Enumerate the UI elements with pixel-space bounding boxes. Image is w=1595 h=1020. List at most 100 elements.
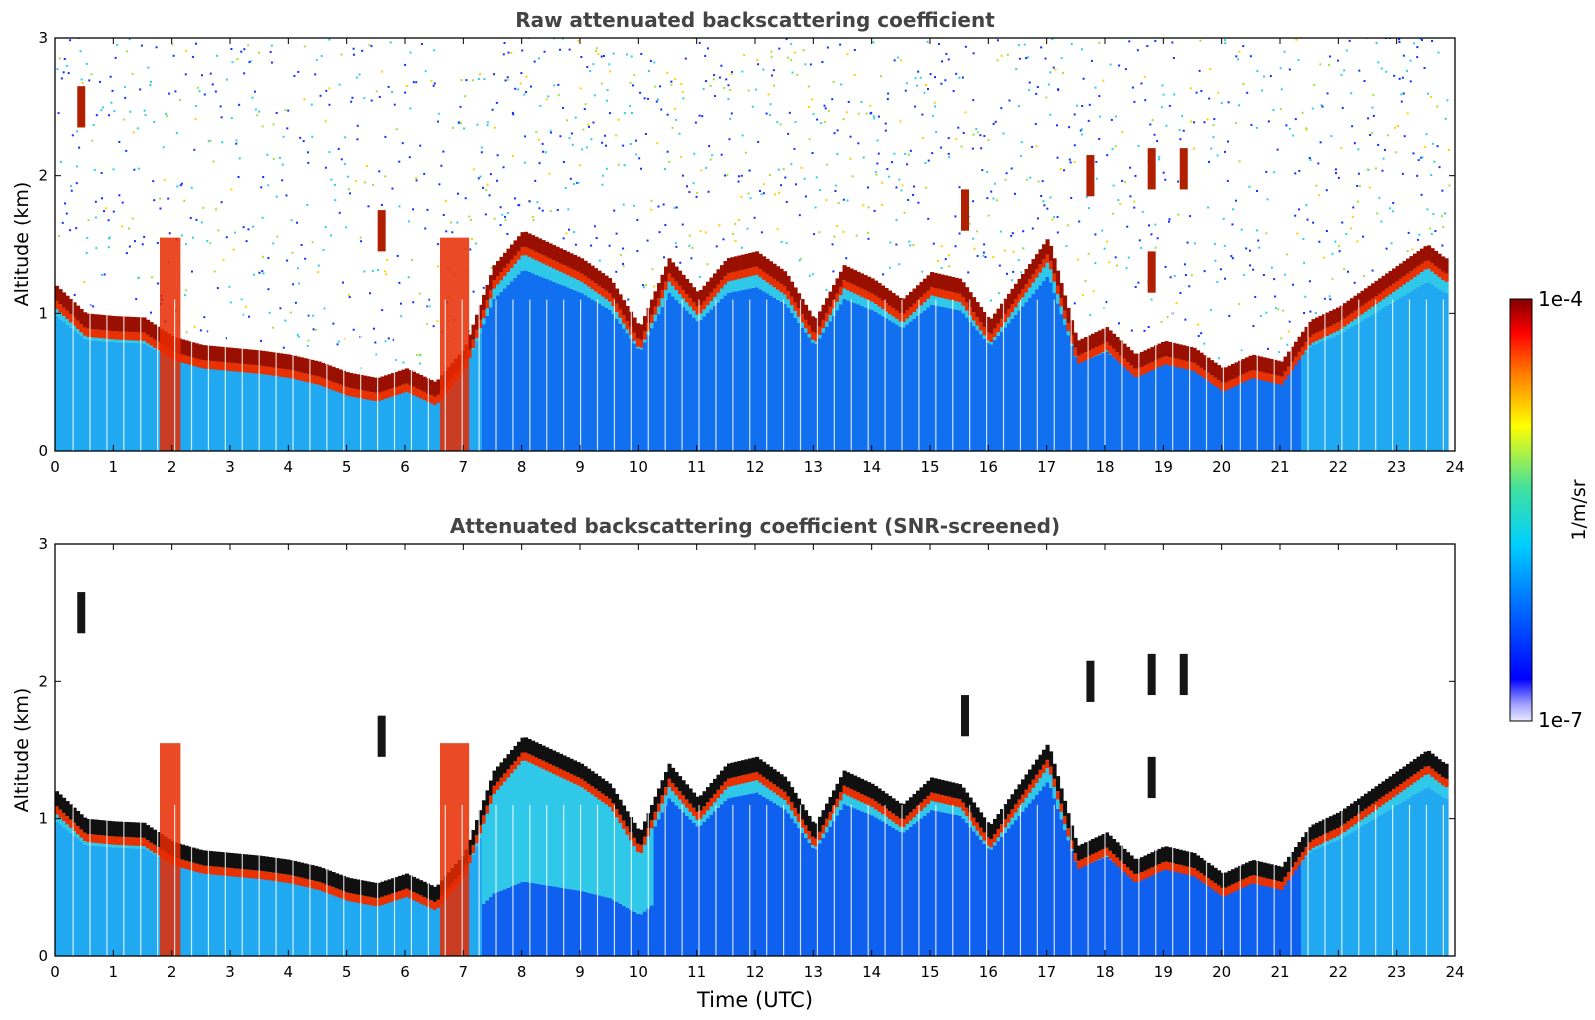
aerosol-column bbox=[1080, 361, 1085, 451]
cloud-layer-cell bbox=[1329, 310, 1334, 326]
aerosol-column-upper bbox=[566, 264, 571, 288]
aerosol-column-upper bbox=[727, 270, 732, 293]
cloud-layer-cell bbox=[1049, 751, 1054, 767]
aerosol-column bbox=[1140, 372, 1145, 451]
noise-pixel bbox=[1133, 206, 1136, 209]
noise-pixel bbox=[1117, 199, 1120, 202]
aerosol-column bbox=[993, 845, 998, 956]
noise-pixel bbox=[976, 254, 979, 257]
cloud-layer-cell bbox=[1420, 248, 1425, 264]
cloud-layer-edge bbox=[1112, 348, 1117, 358]
aerosol-column bbox=[1196, 371, 1201, 451]
aerosol-column bbox=[475, 846, 480, 956]
noise-pixel bbox=[428, 305, 431, 308]
noise-pixel bbox=[757, 63, 760, 66]
aerosol-column bbox=[744, 289, 749, 451]
cloud-layer-edge bbox=[989, 838, 994, 848]
cloud-layer-cell bbox=[1413, 253, 1418, 269]
cloud-layer-cell bbox=[286, 354, 291, 370]
noise-pixel bbox=[520, 72, 523, 75]
aerosol-column bbox=[650, 328, 655, 451]
noise-pixel bbox=[57, 112, 60, 115]
noise-pixel bbox=[1252, 325, 1255, 328]
cloud-layer-cell bbox=[919, 787, 924, 803]
cloud-layer-cell bbox=[244, 854, 249, 870]
noise-pixel bbox=[206, 330, 209, 333]
noise-pixel bbox=[1103, 247, 1106, 250]
aerosol-column bbox=[1098, 354, 1103, 451]
cloud-layer-cell bbox=[779, 268, 784, 284]
aerosol-column bbox=[1437, 289, 1442, 451]
noise-pixel bbox=[1311, 107, 1314, 110]
noise-pixel bbox=[1348, 39, 1351, 42]
cloud-layer-cell bbox=[1091, 333, 1096, 349]
cloud-layer-edge bbox=[891, 813, 896, 822]
cloud-layer-edge bbox=[1273, 880, 1278, 889]
elevated-cloud-patch bbox=[77, 86, 86, 128]
aerosol-column bbox=[97, 846, 102, 956]
noise-pixel bbox=[617, 118, 620, 121]
aerosol-column bbox=[492, 298, 497, 451]
cloud-layer-edge bbox=[972, 817, 977, 826]
cloud-layer-edge bbox=[286, 369, 291, 378]
noise-pixel bbox=[1000, 107, 1003, 110]
cloud-layer-edge bbox=[653, 306, 658, 315]
noise-pixel bbox=[1073, 160, 1076, 163]
x-tick-label: 24 bbox=[1445, 458, 1464, 476]
aerosol-column bbox=[373, 899, 378, 956]
noise-pixel bbox=[1070, 43, 1073, 46]
aerosol-column bbox=[1262, 377, 1267, 451]
cloud-layer-cell bbox=[76, 810, 81, 827]
noise-pixel bbox=[459, 105, 462, 108]
missing-profile-line bbox=[1104, 299, 1106, 451]
missing-profile-line bbox=[766, 299, 768, 451]
cloud-layer-edge bbox=[408, 890, 413, 899]
missing-profile-line bbox=[867, 299, 869, 451]
cloud-layer-cell bbox=[622, 805, 627, 821]
noise-pixel bbox=[664, 224, 667, 227]
cloud-layer-edge bbox=[1161, 357, 1166, 366]
noise-pixel bbox=[404, 63, 407, 66]
aerosol-column bbox=[352, 391, 357, 451]
cloud-layer-edge bbox=[258, 870, 263, 879]
noise-pixel bbox=[962, 131, 965, 134]
noise-pixel bbox=[386, 259, 389, 262]
noise-pixel bbox=[1097, 26, 1099, 28]
cloud-layer-cell bbox=[1248, 860, 1253, 877]
cloud-layer-edge bbox=[1367, 300, 1372, 310]
aerosol-column-upper bbox=[569, 771, 574, 890]
aerosol-column bbox=[1388, 303, 1393, 451]
noise-pixel bbox=[904, 152, 907, 155]
noise-pixel bbox=[517, 88, 520, 91]
cloud-layer-edge bbox=[1077, 860, 1082, 869]
cloud-layer-cell bbox=[534, 236, 539, 252]
noise-pixel bbox=[1297, 59, 1300, 62]
cloud-layer-cell bbox=[373, 377, 378, 393]
aerosol-column bbox=[818, 338, 823, 451]
noise-pixel bbox=[780, 184, 783, 187]
cloud-layer-cell bbox=[986, 316, 991, 333]
cloud-layer-cell bbox=[968, 797, 973, 813]
cloud-layer-cell bbox=[1280, 866, 1285, 882]
aerosol-column bbox=[534, 274, 539, 451]
noise-pixel bbox=[1151, 119, 1154, 122]
aerosol-column bbox=[562, 286, 567, 451]
noise-pixel bbox=[547, 95, 550, 98]
aerosol-column bbox=[251, 875, 256, 956]
cloud-layer-cell bbox=[937, 273, 942, 289]
cloud-layer-edge bbox=[776, 281, 781, 290]
cloud-layer-edge bbox=[818, 831, 823, 841]
cloud-layer-edge bbox=[1077, 355, 1082, 364]
aerosol-column bbox=[604, 897, 609, 956]
cloud-layer-edge bbox=[538, 759, 543, 768]
missing-profile-line bbox=[258, 804, 260, 956]
noise-pixel bbox=[1266, 198, 1269, 201]
aerosol-column bbox=[1066, 840, 1071, 956]
cloud-layer-cell bbox=[524, 231, 529, 247]
noise-pixel bbox=[722, 238, 725, 241]
noise-pixel bbox=[468, 215, 471, 218]
cloud-layer-edge bbox=[496, 276, 501, 285]
aerosol-column bbox=[874, 311, 879, 451]
noise-pixel bbox=[613, 209, 616, 212]
